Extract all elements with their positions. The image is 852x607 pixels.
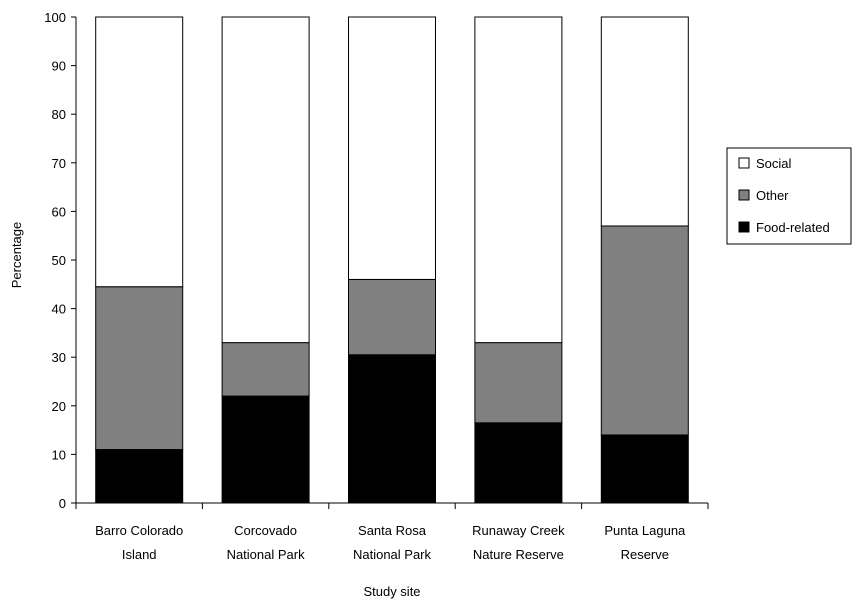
y-tick-label: 90 [52, 59, 66, 74]
x-tick-label: National Park [227, 547, 306, 562]
bar-segment-food-related-5 [600, 434, 689, 504]
bar-segment-food-related-4 [474, 422, 563, 504]
y-tick-label: 10 [52, 447, 66, 462]
bar-segment-other-2 [221, 342, 310, 397]
y-tick-label: 20 [52, 399, 66, 414]
legend-swatch-food-related [738, 221, 750, 233]
x-tick-label: Santa Rosa [358, 523, 427, 538]
x-tick-label: National Park [353, 547, 432, 562]
bars-layer [95, 16, 689, 504]
y-tick-label: 50 [52, 253, 66, 268]
y-axis-title: Percentage [9, 222, 24, 289]
bar-segment-social-4 [474, 16, 563, 344]
legend: Social Other Food-related [726, 147, 852, 245]
bar-segment-social-3 [348, 16, 436, 280]
x-tick-label: Runaway Creek [472, 523, 565, 538]
y-tick-label: 40 [52, 302, 66, 317]
x-tick-label: Corcovado [234, 523, 297, 538]
y-tick-label: 80 [52, 107, 66, 122]
x-tick-label: Island [122, 547, 157, 562]
y-tick-label: 100 [44, 10, 66, 25]
bar-segment-other-5 [600, 225, 689, 436]
legend-label-food-related: Food-related [756, 220, 830, 235]
y-tick-label: 70 [52, 156, 66, 171]
legend-swatch-other [738, 189, 750, 201]
bar-segment-social-2 [221, 16, 310, 344]
y-tick-label: 30 [52, 350, 66, 365]
labels-layer: Barro Colorado Island Corcovado National Pa… [44, 10, 686, 562]
x-tick-label: Punta Laguna [604, 523, 686, 538]
x-tick-label: Barro Colorado [95, 523, 183, 538]
bar-segment-food-related-2 [221, 395, 310, 504]
x-tick-label: Reserve [621, 547, 669, 562]
bar-segment-social-1 [95, 16, 184, 288]
legend-swatch-social [738, 157, 750, 169]
bar-segment-social-5 [600, 16, 689, 227]
bar-segment-food-related-3 [348, 354, 436, 504]
y-tick-label: 60 [52, 204, 66, 219]
bar-segment-other-3 [348, 278, 436, 356]
bar-segment-other-4 [474, 342, 563, 424]
y-tick-label: 0 [59, 496, 66, 511]
axes-layer [71, 16, 709, 509]
legend-label-other: Other [756, 188, 789, 203]
bar-segment-food-related-1 [95, 449, 184, 504]
bar-segment-other-1 [95, 286, 184, 451]
x-tick-label: Nature Reserve [473, 547, 564, 562]
legend-label-social: Social [756, 156, 792, 171]
x-axis-title: Study site [363, 584, 420, 599]
